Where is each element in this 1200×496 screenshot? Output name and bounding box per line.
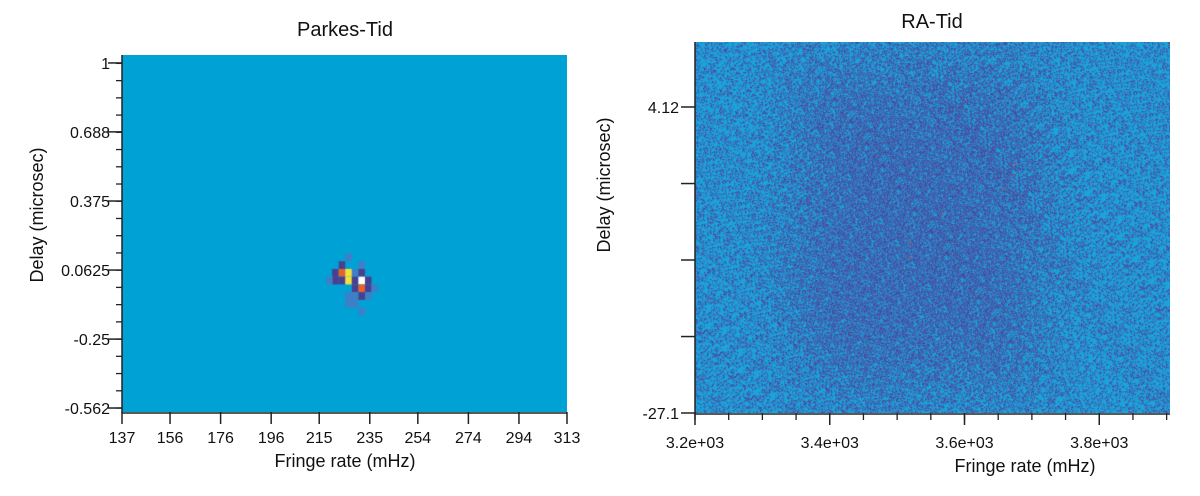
left-x-tick-label: 313 (554, 430, 581, 447)
left-y-tick-label: 1 (101, 56, 110, 73)
left-x-tick-label: 274 (455, 430, 482, 447)
left-y-tick-label: 0.688 (70, 125, 110, 142)
right-y-tick-label: 4.12 (648, 100, 679, 117)
right-x-tick-label: 3.8e+03 (1070, 435, 1128, 452)
left-y-tick-label: 0.0625 (61, 263, 110, 280)
left-x-tick-label: 137 (109, 430, 136, 447)
left-x-tick-label: 156 (157, 430, 184, 447)
right-x-tick-label: 3.2e+03 (666, 435, 724, 452)
left-y-tick-label: 0.375 (70, 194, 110, 211)
left-xlabel: Fringe rate (mHz) (274, 451, 415, 471)
right-y-tick-label: -27.1 (643, 406, 680, 423)
left-x-tick-label: 196 (258, 430, 285, 447)
right-xlabel: Fringe rate (mHz) (954, 456, 1095, 476)
left-x-tick-label: 215 (306, 430, 333, 447)
right-title: RA-Tid (901, 11, 962, 33)
left-title: Parkes-Tid (297, 19, 393, 41)
left-x-tick-label: 294 (506, 430, 533, 447)
right-x-tick-label: 3.6e+03 (935, 435, 993, 452)
ra-tid-heatmap (695, 42, 1170, 413)
right-ylabel: Delay (microsec) (594, 117, 614, 252)
left-x-tick-label: 176 (207, 430, 234, 447)
left-x-tick-label: 235 (356, 430, 383, 447)
left-y-tick-label: -0.25 (74, 332, 111, 349)
right-x-tick-label: 3.4e+03 (801, 435, 859, 452)
left-y-tick-label: -0.562 (65, 401, 110, 418)
left-x-tick-label: 254 (404, 430, 431, 447)
parkes-tid-heatmap (122, 55, 567, 412)
left-ylabel: Delay (microsec) (27, 147, 47, 282)
